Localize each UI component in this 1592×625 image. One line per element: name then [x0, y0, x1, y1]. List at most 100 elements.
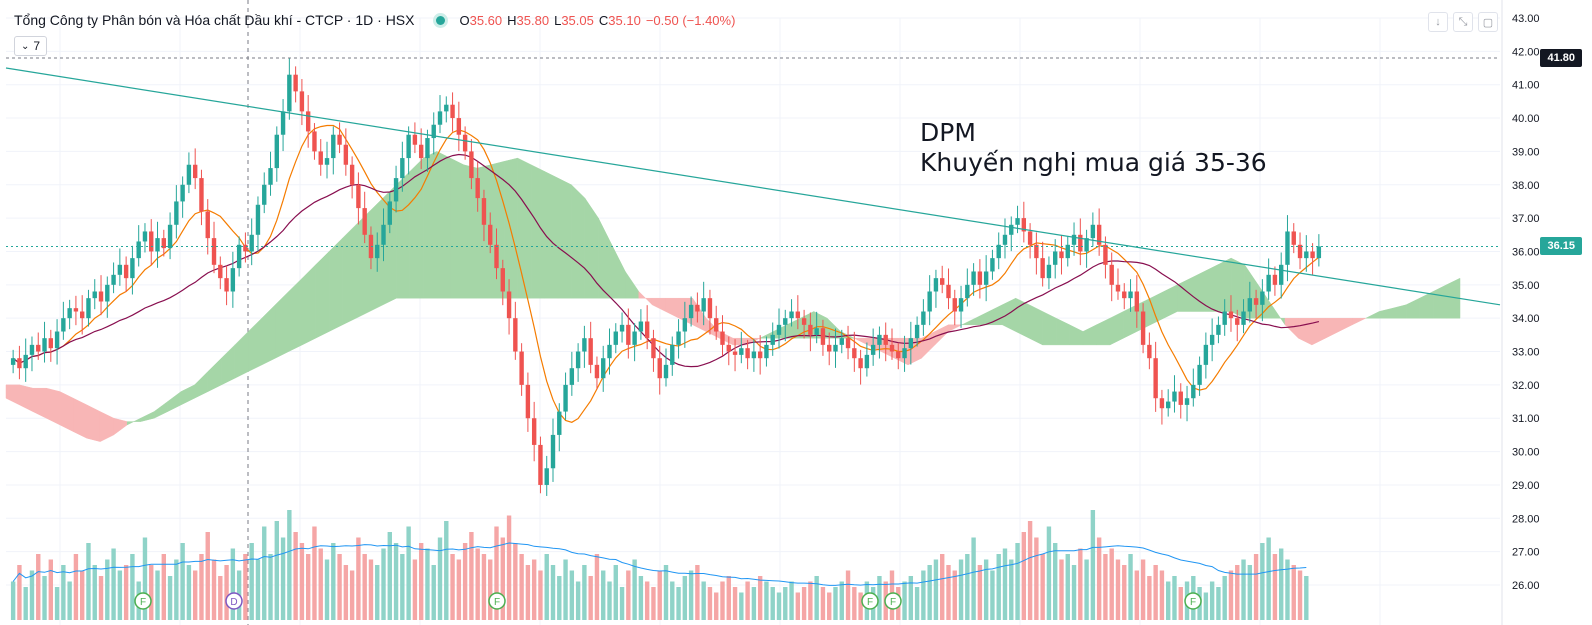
candle-body: [1122, 291, 1127, 299]
volume-bar: [92, 565, 97, 620]
candle: [331, 126, 336, 175]
candle-body: [582, 338, 587, 352]
candle-body: [218, 264, 223, 279]
candle: [400, 141, 405, 192]
candle: [293, 66, 298, 103]
marker-label: F: [867, 597, 873, 608]
candle: [714, 305, 719, 340]
candle-body: [1297, 244, 1303, 259]
candle-body: [839, 338, 844, 345]
candle: [1053, 239, 1058, 279]
volume-bar: [1090, 510, 1096, 620]
financials-marker: F: [884, 592, 902, 610]
volume-bar: [17, 565, 22, 620]
indicators-toggle-button[interactable]: ⌄ 7: [14, 36, 48, 56]
volume-bar: [86, 543, 91, 620]
candle: [1109, 252, 1114, 302]
candle-body: [1310, 251, 1315, 259]
candle: [123, 256, 129, 292]
marker-circle: [134, 592, 152, 610]
fullscreen-icon[interactable]: ▢: [1478, 12, 1498, 32]
candle: [450, 92, 455, 132]
volume-bar: [977, 565, 983, 620]
kumo-segment: [113, 417, 128, 436]
volume-bar: [795, 592, 801, 620]
kumo-segment: [32, 387, 47, 419]
candle: [563, 372, 568, 420]
candle-body: [1184, 398, 1190, 405]
volume-bar: [111, 548, 116, 620]
volume-bar: [538, 570, 543, 620]
volume-bar: [123, 565, 129, 620]
candle: [1278, 252, 1284, 299]
candle: [827, 332, 832, 366]
volume-bar: [776, 592, 782, 620]
candle-body: [174, 201, 179, 225]
volume-bar: [105, 559, 110, 620]
volume-bar: [418, 543, 424, 620]
candle: [550, 418, 556, 482]
volume-bar: [305, 554, 311, 620]
volume-bar: [437, 537, 443, 620]
candle: [387, 193, 392, 234]
kumo-segment: [73, 397, 88, 439]
volume-bar: [827, 592, 832, 620]
candle: [280, 99, 286, 152]
volume-bar: [161, 554, 166, 620]
candle-body: [299, 91, 305, 112]
volume-bar: [117, 570, 123, 620]
volume-bar: [852, 587, 857, 620]
kumo-segment: [961, 317, 976, 326]
candle-body: [1103, 244, 1108, 265]
candle: [544, 455, 549, 496]
candle-body: [663, 364, 669, 379]
candle: [990, 249, 995, 280]
volume-bar: [933, 559, 939, 620]
volume-bar: [1172, 576, 1177, 620]
y-tick-label: 43.00: [1512, 13, 1540, 25]
candle: [795, 295, 801, 330]
candle: [186, 152, 192, 194]
candle-body: [607, 344, 612, 359]
volume-bar: [1260, 543, 1265, 620]
expand-icon[interactable]: ⤡: [1453, 12, 1473, 32]
volume-bar: [199, 554, 204, 620]
volume-bar: [1166, 581, 1171, 620]
volume-bar: [280, 537, 286, 620]
kumo-segment: [854, 337, 868, 346]
volume-bar: [500, 537, 505, 620]
candle-body: [1228, 311, 1234, 319]
candle: [632, 323, 637, 362]
candle: [230, 251, 236, 308]
low-value: 35.05: [561, 12, 594, 28]
candle: [262, 172, 267, 214]
candle-body: [1247, 298, 1253, 312]
candle: [425, 129, 430, 172]
candle: [858, 349, 863, 385]
candle-body: [845, 338, 851, 349]
candle: [557, 403, 562, 452]
candle-body: [287, 74, 292, 112]
candle: [243, 232, 248, 263]
volume-bar: [751, 587, 757, 620]
candle: [236, 236, 242, 277]
volume-bar: [563, 559, 568, 620]
chart-annotation[interactable]: DPM Khuyến nghị mua giá 35-36: [920, 118, 1267, 178]
volume-bar: [1096, 537, 1102, 620]
arrow-down-icon[interactable]: ↓: [1428, 12, 1448, 32]
candle: [883, 322, 888, 362]
kumo-segment: [1203, 264, 1218, 312]
candle: [701, 281, 706, 326]
kumo-segment: [153, 401, 168, 419]
volume-bar: [845, 570, 851, 620]
candle: [1191, 368, 1196, 407]
candle-body: [186, 164, 192, 185]
kumo-segment: [86, 404, 101, 442]
candle-body: [1140, 311, 1146, 345]
candle: [155, 221, 160, 268]
candle: [111, 262, 116, 294]
candle: [375, 232, 380, 272]
kumo-segment: [1338, 317, 1353, 332]
